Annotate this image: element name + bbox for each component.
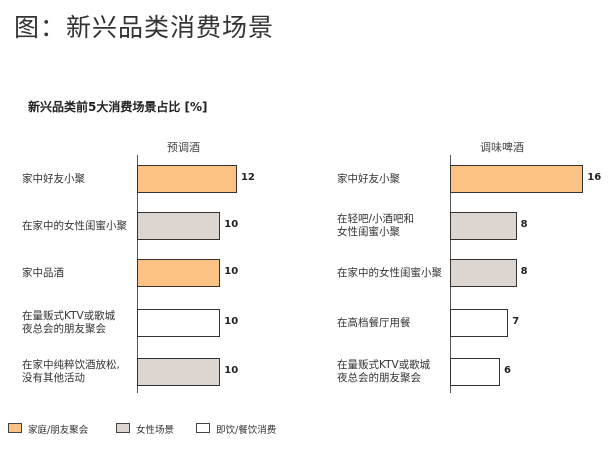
- category-label: 在家中的女性闺蜜小聚: [22, 219, 127, 232]
- data-label: 6: [503, 365, 511, 376]
- data-label: 12: [240, 172, 255, 183]
- data-label: 7: [512, 316, 520, 327]
- legend-label: 家庭/朋友聚会: [28, 425, 89, 436]
- category-label: 在家中的女性闺蜜小聚: [337, 266, 442, 279]
- bar: [450, 165, 584, 193]
- bar: [450, 259, 517, 287]
- data-label: 10: [224, 219, 239, 230]
- data-label: 10: [224, 316, 239, 327]
- chart-header: 预调酒: [167, 141, 200, 154]
- data-label: 10: [224, 365, 239, 376]
- legend-swatch: [116, 423, 130, 433]
- data-label: 8: [520, 266, 528, 277]
- chart-title: 新兴品类前5大消费场景占比 [%]: [28, 100, 208, 114]
- data-label: 16: [587, 172, 602, 183]
- bar: [450, 212, 517, 240]
- category-label: 在家中纯粹饮酒放松, 没有其他活动: [22, 359, 120, 384]
- category-label: 家中好友小聚: [22, 172, 85, 185]
- bar: [137, 259, 221, 287]
- legend-swatch: [8, 423, 22, 433]
- bar: [137, 212, 221, 240]
- category-label: 在高档餐厅用餐: [337, 316, 411, 329]
- category-label: 家中好友小聚: [337, 172, 400, 185]
- bar: [137, 309, 221, 337]
- data-label: 8: [520, 219, 528, 230]
- bar: [450, 358, 500, 386]
- page-title: 图：新兴品类消费场景: [14, 13, 275, 42]
- category-label: 家中品酒: [22, 266, 64, 279]
- bar: [137, 165, 237, 193]
- category-label: 在量贩式KTV或歌城 夜总会的朋友聚会: [22, 310, 116, 335]
- legend-label: 即饮/餐饮消费: [216, 425, 277, 436]
- chart-header: 调味啤酒: [480, 141, 524, 154]
- data-label: 10: [224, 266, 239, 277]
- legend-label: 女性场景: [136, 425, 175, 436]
- legend-swatch: [196, 423, 210, 433]
- bar: [450, 309, 509, 337]
- category-label: 在量贩式KTV或歌城 夜总会的朋友聚会: [337, 359, 431, 384]
- category-label: 在轻吧/小酒吧和 女性闺蜜小聚: [337, 213, 415, 238]
- bar: [137, 358, 221, 386]
